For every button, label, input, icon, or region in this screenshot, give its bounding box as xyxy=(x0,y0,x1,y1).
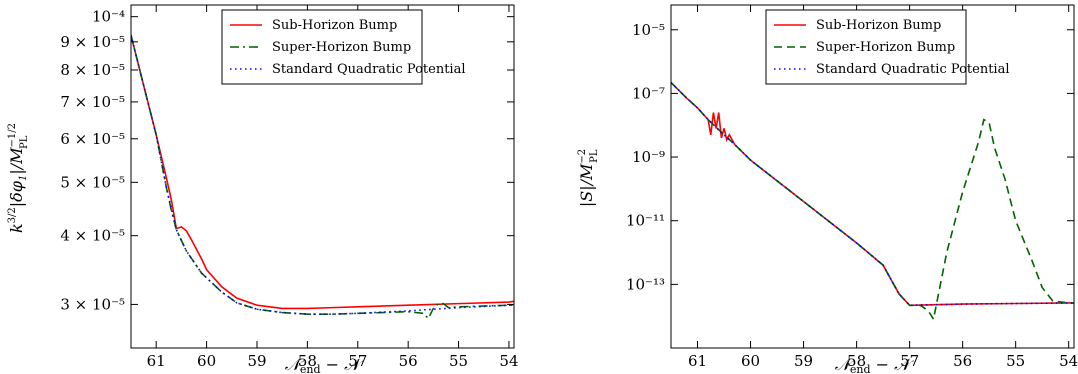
right-x-tick-label: 58 xyxy=(847,352,866,370)
right-plot-frame xyxy=(670,4,1075,349)
left-y-tick-label: 5 × 10⁻⁵ xyxy=(60,173,125,191)
right-panel: 61 60 59 58 57 56 55 54 10⁻⁵10⁻⁷10⁻⁹10⁻¹¹10⁻¹³ … xyxy=(577,4,1078,374)
right-y-tick-label: 10⁻⁹ xyxy=(632,148,665,166)
left-x-tick-label: 54 xyxy=(499,352,518,370)
left-x-tick-label: 60 xyxy=(197,352,216,370)
right-legend-label: Super-Horizon Bump xyxy=(816,40,955,55)
right-legend: Sub-Horizon Bump Super-Horizon Bump Standa… xyxy=(765,9,1009,85)
left-x-ticks: 61 60 59 58 57 56 55 54 xyxy=(147,5,519,370)
left-y-tick-label: 6 × 10⁻⁵ xyxy=(60,130,125,148)
left-x-tick-label: 61 xyxy=(147,352,166,370)
left-y-axis-label: k3/2|δφ1|/M−1/2PL xyxy=(7,123,30,233)
right-y-axis-label: |S|/M−2PL xyxy=(577,149,600,207)
left-x-tick-label: 57 xyxy=(348,352,367,370)
right-y-ticks: 10⁻⁵ 10⁻⁷ 10⁻⁹ 10⁻¹¹ 10⁻¹³ xyxy=(626,21,1074,293)
right-x-tick-label: 54 xyxy=(1059,352,1078,370)
right-x-ticks: 61 60 59 58 57 56 55 54 xyxy=(688,5,1078,370)
left-series-layer xyxy=(131,35,514,320)
right-y-tick-label: 10⁻⁵ xyxy=(632,21,665,39)
right-y-tick-label: 10⁻⁷ xyxy=(632,84,665,102)
right-x-axis-label: 𝒩end − 𝒩 xyxy=(835,355,915,374)
left-y-ticks: 10⁻⁴ 9 × 10⁻⁵ 8 × 10⁻⁵ 7 × 10⁻⁵ 6 × 10⁻⁵ 5 × … xyxy=(60,8,514,313)
right-series-line-2 xyxy=(671,81,1074,322)
right-x-tick-label: 60 xyxy=(741,352,760,370)
right-y-tick-label: 10⁻¹³ xyxy=(626,275,665,293)
right-x-tick-label: 55 xyxy=(1006,352,1025,370)
right-x-tick-label: 61 xyxy=(688,352,707,370)
left-legend-label: Super-Horizon Bump xyxy=(272,40,411,55)
left-panel: 61 60 59 58 57 56 55 54 10⁻⁴ 9 × 10⁻⁵ 8 × 10⁻⁵ 7 ×… xyxy=(7,4,519,374)
left-y-tick-label: 7 × 10⁻⁵ xyxy=(60,93,125,111)
right-series-layer xyxy=(671,81,1074,322)
left-x-tick-label: 59 xyxy=(247,352,266,370)
left-x-tick-label: 56 xyxy=(399,352,418,370)
left-y-tick-label: 9 × 10⁻⁵ xyxy=(60,33,125,51)
left-x-tick-label: 58 xyxy=(298,352,317,370)
left-y-tick-label: 8 × 10⁻⁵ xyxy=(60,61,125,79)
right-legend-label: Standard Quadratic Potential xyxy=(816,62,1009,77)
right-y-tick-label: 10⁻¹¹ xyxy=(626,212,665,230)
left-legend-label: Sub-Horizon Bump xyxy=(272,18,397,33)
left-plot-frame xyxy=(130,4,515,349)
left-series-line-1 xyxy=(131,35,514,310)
left-legend-label: Standard Quadratic Potential xyxy=(272,62,465,77)
right-x-tick-label: 57 xyxy=(900,352,919,370)
right-x-tick-label: 56 xyxy=(953,352,972,370)
left-series-line-2 xyxy=(131,35,514,320)
right-legend-label: Sub-Horizon Bump xyxy=(816,18,941,33)
right-x-tick-label: 59 xyxy=(794,352,813,370)
left-y-tick-label: 4 × 10⁻⁵ xyxy=(60,227,125,245)
right-series-line-1 xyxy=(671,81,1074,307)
left-y-tick-label: 10⁻⁴ xyxy=(92,8,125,26)
right-legend-box xyxy=(765,9,967,85)
left-x-tick-label: 55 xyxy=(449,352,468,370)
left-x-axis-label: 𝒩end − 𝒩 xyxy=(285,355,365,374)
left-y-tick-label: 3 × 10⁻⁵ xyxy=(60,295,125,313)
left-legend: Sub-Horizon Bump Super-Horizon Bump Standa… xyxy=(221,9,465,85)
right-series-line-3 xyxy=(671,81,1074,307)
